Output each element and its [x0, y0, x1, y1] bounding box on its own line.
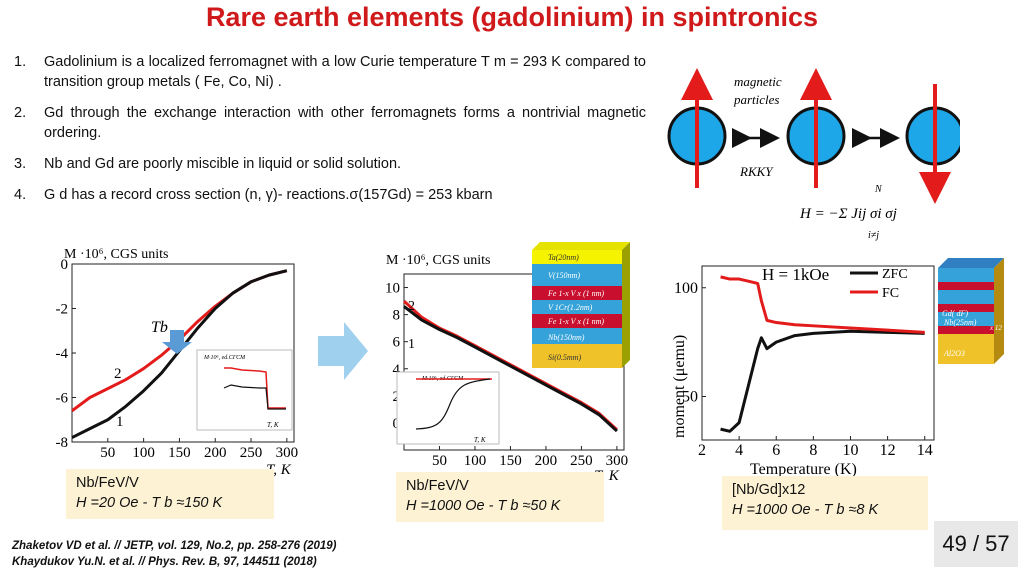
x-tick-label: 50 — [432, 453, 447, 469]
particles-label: particles — [733, 92, 780, 107]
chart2-curve-label-2: 2 — [408, 299, 415, 314]
y-tick-label: 0 — [393, 416, 401, 432]
chart2-note: Nb/FeV/V H =1000 Oe - T b ≈50 K — [396, 472, 604, 522]
x-tick-label: 250 — [570, 453, 593, 469]
x-tick-label: 2 — [698, 442, 706, 459]
magnetic-label: magnetic — [734, 74, 782, 89]
chart1-note: Nb/FeV/V H =20 Oe - T b ≈150 K — [66, 469, 274, 519]
layer-label: V(150nm) — [548, 271, 580, 280]
page-number: 49 / 57 — [934, 521, 1018, 567]
y-tick-label: -2 — [56, 302, 69, 318]
bullet-text: G d has a record cross section (n, γ)- r… — [44, 187, 493, 203]
bullet-item: 2. Gd through the exchange interaction wi… — [14, 105, 646, 141]
y-tick-label: -4 — [56, 346, 69, 362]
slide-title: Rare earth elements (gadolinium) in spin… — [205, 2, 819, 32]
chart-3: moment (μemu) 2 4 6 8 10 12 14 100 50 H = 1kOe Z… — [671, 265, 935, 476]
chart1-y-label: M ·10⁶, CGS units — [64, 247, 168, 262]
y-tick-label: 0 — [61, 257, 69, 273]
chart3-frame — [701, 265, 935, 441]
chart1-curve-label-2: 2 — [114, 366, 122, 382]
citation-1: Zhaketov VD et al. // JETP, vol. 129, No… — [12, 540, 337, 552]
chart2-y-label: M ·10⁶, CGS units — [386, 253, 490, 268]
bullet-item: 1. Gadolinium is a localized ferromagnet … — [14, 54, 646, 90]
chart3-y-label: moment (μemu) — [671, 335, 688, 438]
chart1-inset-label: M·10⁶, ed.CГСМ — [203, 355, 246, 361]
x-tick-label: 200 — [535, 453, 558, 469]
x-tick-label: 12 — [880, 442, 896, 459]
layer-label: Fe 1-x V x (1 nm) — [547, 289, 604, 298]
sum-lower: i≠j — [868, 230, 879, 241]
chart2-inset-x-label: T, K — [474, 436, 486, 444]
layer-label: Al2O3 — [943, 349, 965, 358]
citation-2: Khaydukov Yu.N. et al. // Phys. Rev. B, … — [12, 556, 317, 568]
series-line-fc — [720, 275, 925, 334]
y-tick-label: 2 — [393, 389, 401, 405]
y-tick-label: 8 — [393, 308, 401, 324]
next-arrow-icon — [318, 322, 368, 380]
x-tick-label: 100 — [132, 445, 155, 461]
rkky-label: RKKY — [739, 164, 774, 179]
x-tick-label: 50 — [100, 445, 115, 461]
x-tick-label: 150 — [499, 453, 522, 469]
layer-label: Nb(150nm) — [547, 333, 585, 342]
x-tick-label: 10 — [842, 442, 858, 459]
sum-upper: N — [874, 184, 883, 195]
layer-label: Si(0.5mm) — [548, 353, 581, 362]
hamiltonian: H = −Σ Jij σi σj — [799, 206, 897, 222]
layer-label: Nb(25nm) — [943, 318, 977, 327]
y-tick-label: -6 — [56, 391, 69, 407]
chart3-note: [Nb/Gd]x12 H =1000 Oe - T b ≈8 K — [722, 476, 928, 530]
x-tick-label: 100 — [464, 453, 487, 469]
x-tick-label: 150 — [168, 445, 191, 461]
x-tick-label: 14 — [917, 442, 933, 459]
chart-2: M ·10⁶, CGS units 50 100 150 200 250 30010864… — [385, 253, 629, 484]
bullet-list: 1. Gadolinium is a localized ferromagnet … — [14, 52, 646, 216]
rkky-diagram: magnetic particles RKKY N H = −Σ Jij σi … — [667, 68, 960, 241]
chart3-layer-stack: Gd( dF) Nb(25nm) x 12 Al2O3 — [938, 258, 1004, 364]
x-tick-label: 300 — [606, 453, 629, 469]
chart-1: M ·10⁶, CGS units 50 100 150 200 250 300 0 -2 -4… — [56, 247, 299, 478]
bullet-item: 3. Nb and Gd are poorly miscible in liqui… — [14, 156, 402, 172]
legend-zfc: ZFC — [882, 267, 908, 282]
x-tick-label: 6 — [772, 442, 780, 459]
series-line-1 — [403, 305, 618, 433]
y-tick-label: 4 — [393, 362, 401, 378]
chart2-layer-stack: Ta(20nm) V(150nm) Fe 1-x V x (1 nm) V 1C… — [532, 242, 630, 368]
bullet-text: Gd through the exchange interaction with… — [44, 105, 646, 141]
chart1-inset: M·10⁶, ed.CГСМ T, K — [196, 349, 293, 431]
x-tick-label: 250 — [240, 445, 263, 461]
y-tick-label: 100 — [674, 280, 698, 297]
y-tick-label: -8 — [56, 435, 69, 451]
bullet-text: Nb and Gd are poorly miscible in liquid … — [44, 156, 402, 172]
chart2-inset: M·10⁶, ed.CГСМ T, K — [396, 371, 500, 445]
bullet-text: Gadolinium is a localized ferromagnet wi… — [44, 54, 646, 90]
layer-label: Ta(20nm) — [548, 253, 579, 262]
bullet-item: 4. G d has a record cross section (n, γ)-… — [14, 187, 493, 203]
chart1-curve-label-1: 1 — [116, 414, 124, 430]
x-tick-label: 8 — [809, 442, 817, 459]
layer-label: Gd( dF) — [942, 309, 968, 318]
chart2-curve-label-1: 1 — [408, 337, 415, 352]
chart3-x-label: Temperature (K) — [750, 461, 857, 476]
y-tick-label: 6 — [393, 335, 401, 351]
x-tick-label: 4 — [735, 442, 743, 459]
chart1-inset-x-label: T, K — [267, 421, 279, 429]
layer-label: Fe 1-x V x (1 nm) — [547, 317, 604, 326]
series-line-zfc — [720, 329, 925, 433]
layer-label: V 1Cr(1.2nm) — [548, 303, 593, 312]
chart3-field-label: H = 1kOe — [762, 265, 829, 284]
legend-fc: FC — [882, 286, 899, 301]
x-tick-label: 300 — [276, 445, 299, 461]
tb-arrow-icon — [162, 330, 192, 354]
layer-label: x 12 — [989, 324, 1002, 332]
tb-label: Tb — [151, 319, 168, 336]
x-tick-label: 200 — [204, 445, 227, 461]
y-tick-label: 50 — [682, 389, 698, 406]
y-tick-label: 10 — [385, 281, 400, 297]
